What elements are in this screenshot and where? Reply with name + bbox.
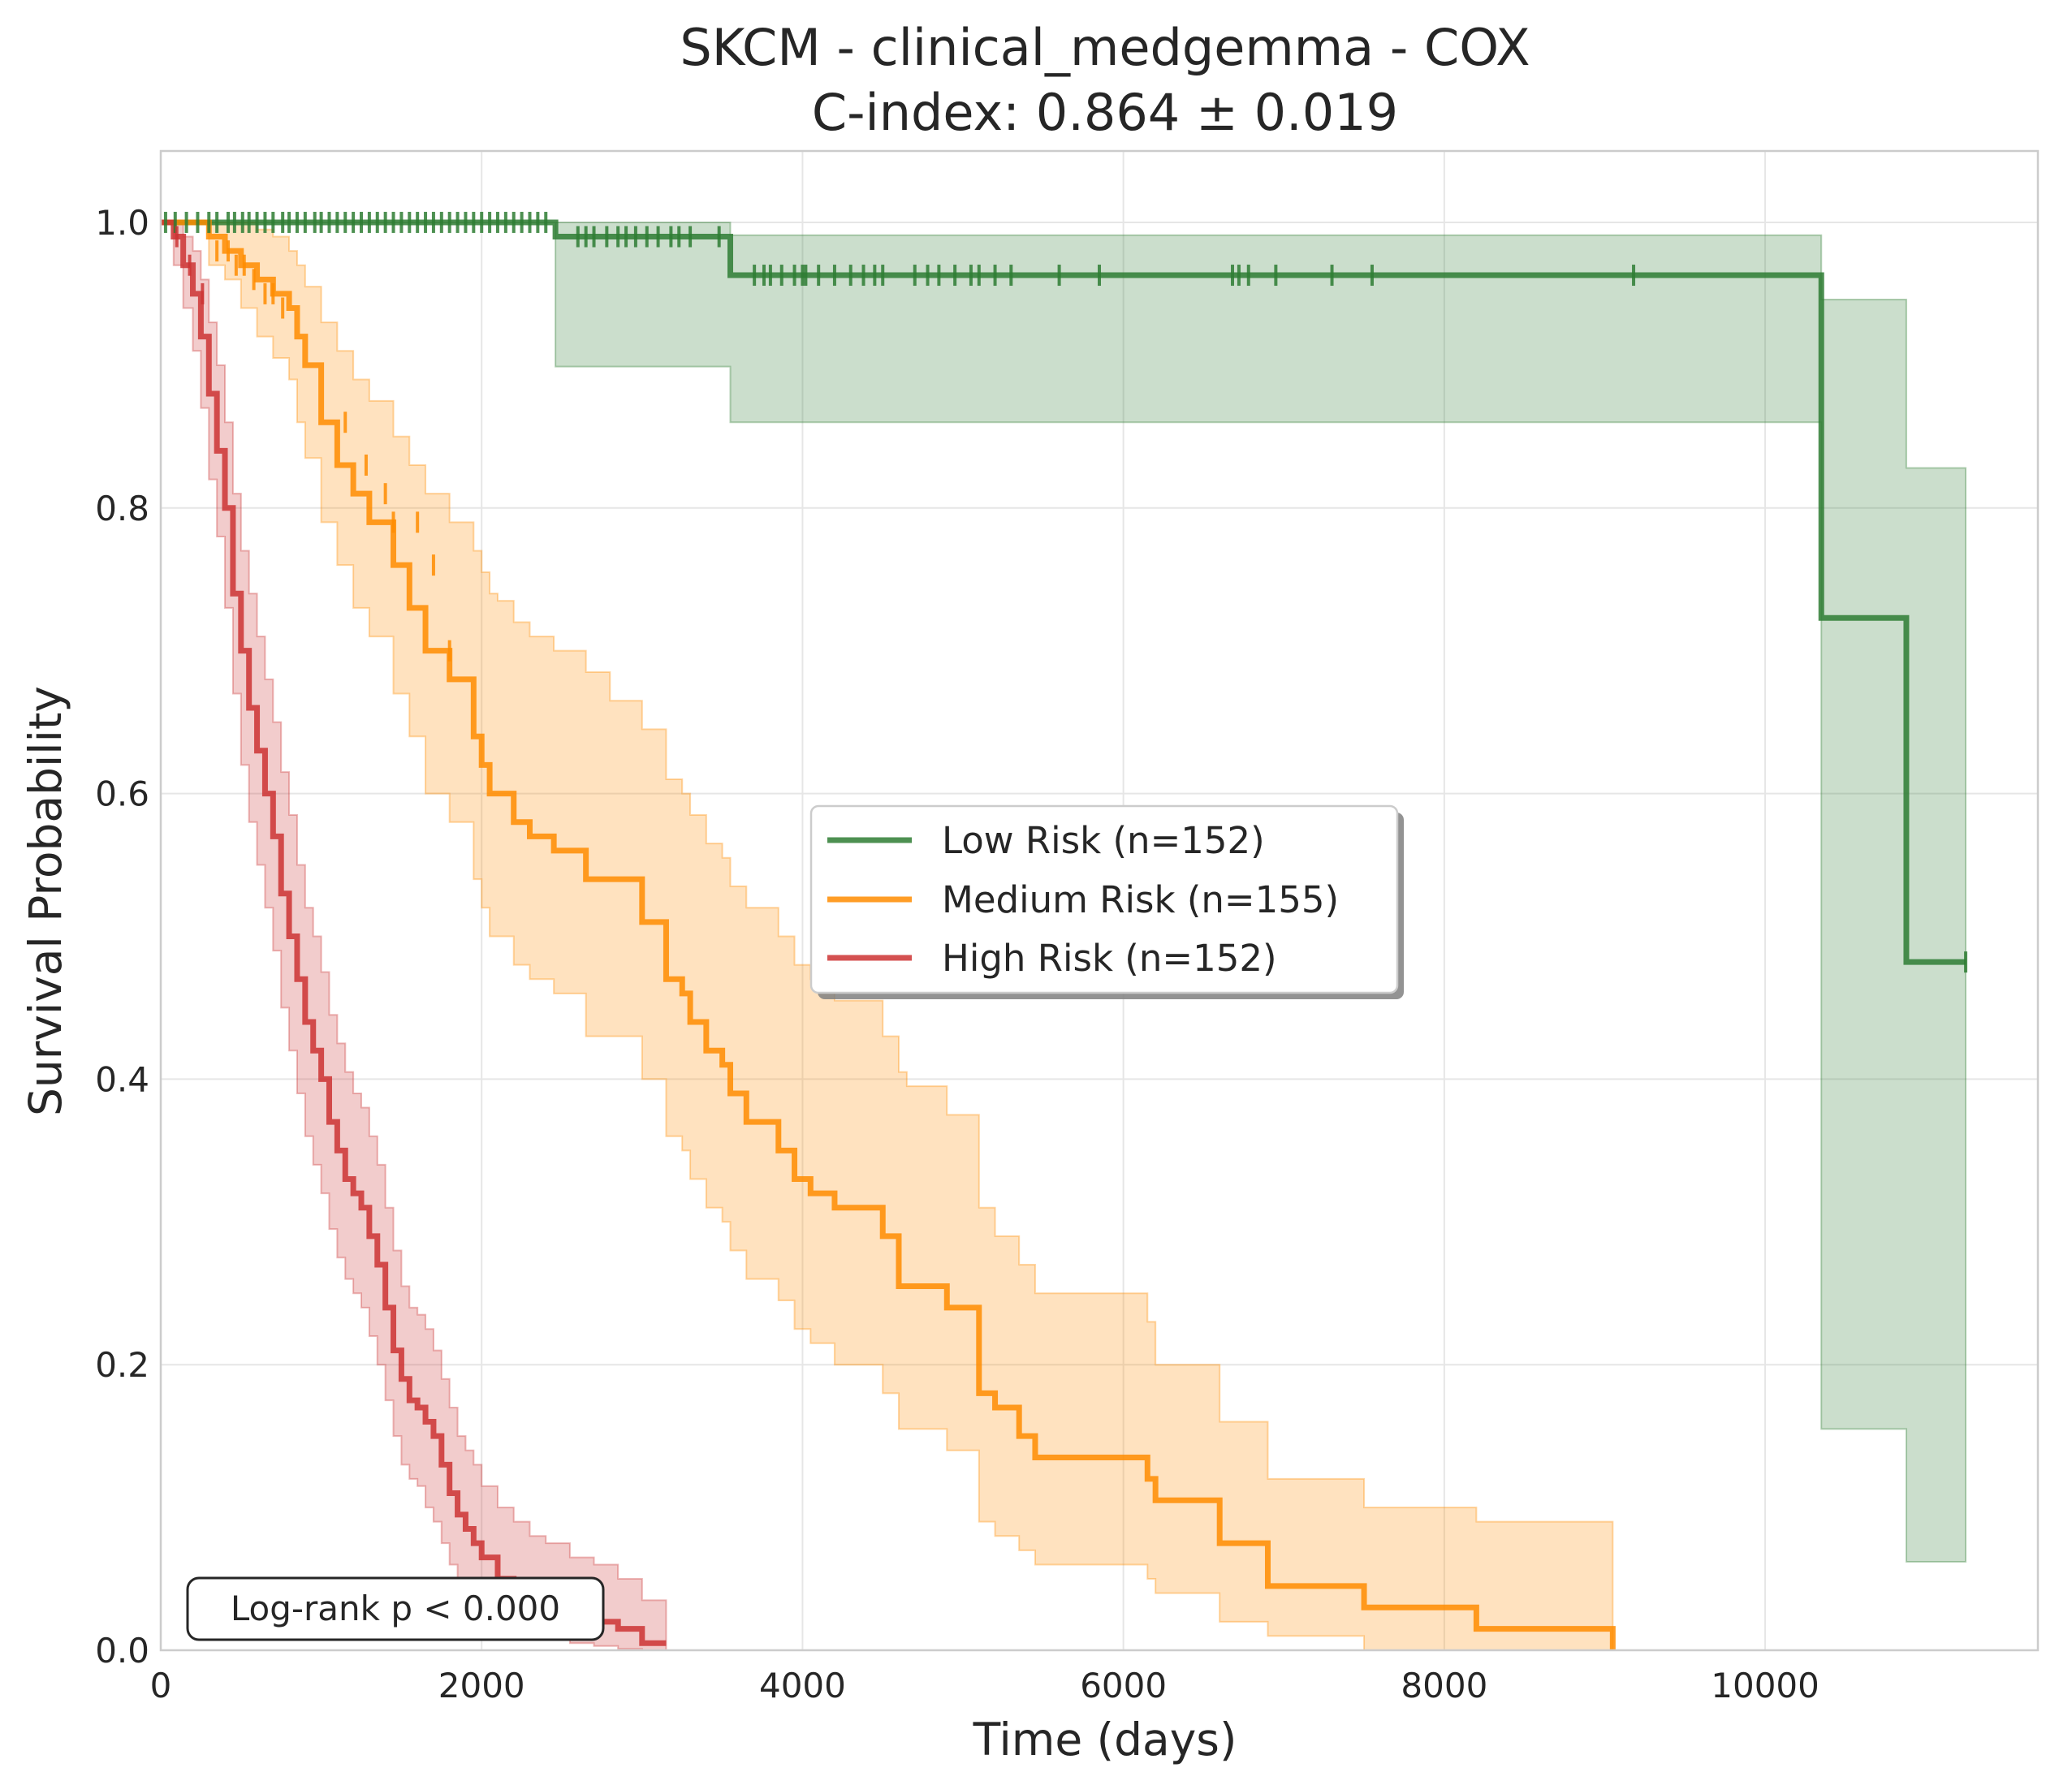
legend-label-low-risk: Low Risk (n=152) xyxy=(942,819,1265,862)
medium-risk-curve xyxy=(161,219,1616,1650)
x-tick-label: 6000 xyxy=(1080,1666,1167,1705)
censor-marks xyxy=(163,211,1968,973)
y-tick-label: 0.2 xyxy=(95,1345,149,1385)
y-tick-label: 0.6 xyxy=(95,774,149,814)
logrank-annotation: Log-rank p < 0.000 xyxy=(186,1576,605,1641)
y-tick-label: 0.0 xyxy=(95,1631,149,1671)
legend: Low Risk (n=152) Medium Risk (n=155) Hig… xyxy=(809,804,1404,999)
chart-title: SKCM - clinical_medgemma - COX xyxy=(680,18,1530,77)
legend-box xyxy=(809,804,1399,994)
annotation-box xyxy=(186,1576,605,1641)
y-axis-label: Survival Probability xyxy=(19,686,71,1116)
y-tick-label: 0.4 xyxy=(95,1059,149,1099)
y-tick-label: 1.0 xyxy=(95,203,149,243)
legend-label-medium-risk: Medium Risk (n=155) xyxy=(942,878,1339,921)
x-tick-label: 0 xyxy=(150,1666,172,1705)
x-tick-label: 4000 xyxy=(759,1666,846,1705)
x-tick-label: 2000 xyxy=(438,1666,525,1705)
y-tick-label: 0.8 xyxy=(95,489,149,528)
high-risk-curve xyxy=(161,219,667,1646)
x-axis-label: Time (days) xyxy=(973,1714,1237,1766)
chart-subtitle: C-index: 0.864 ± 0.019 xyxy=(812,83,1398,142)
legend-label-high-risk: High Risk (n=152) xyxy=(942,937,1277,980)
plot-frame xyxy=(159,149,2040,1652)
axis-ticks: 0 2000 4000 6000 8000 10000 0.0 0.2 0.4 0.6 0.8 1.0 xyxy=(95,203,1819,1705)
annotation-text: Log-rank p < 0.000 xyxy=(231,1589,560,1628)
x-tick-label: 8000 xyxy=(1401,1666,1487,1705)
x-tick-label: 10000 xyxy=(1711,1666,1819,1705)
